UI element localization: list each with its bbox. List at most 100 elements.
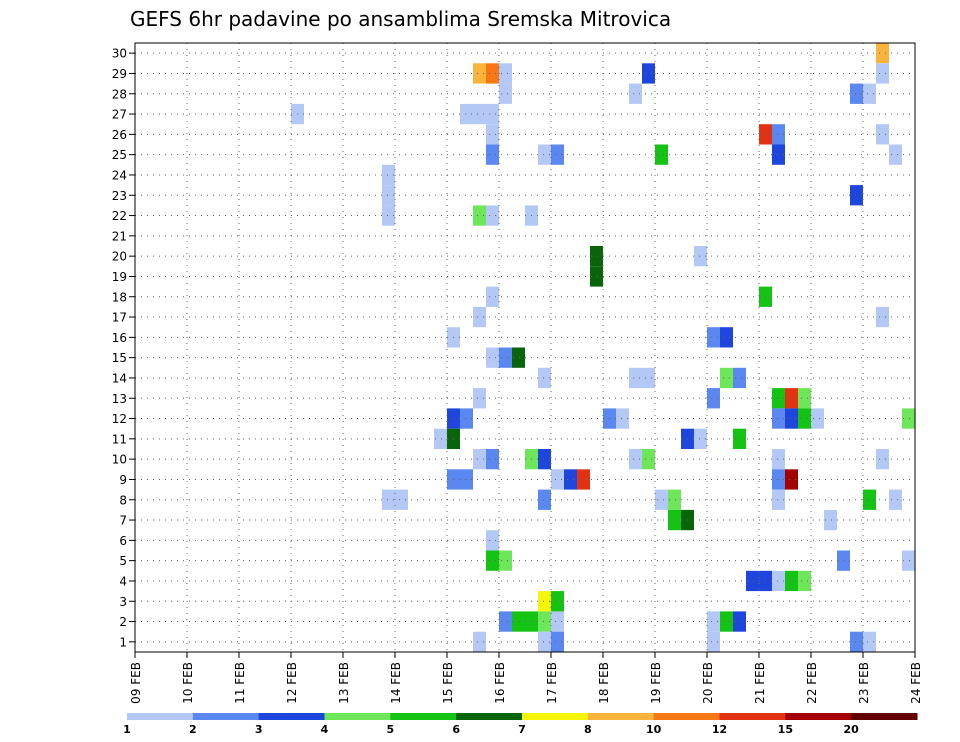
y-tick-label: 1 <box>119 635 127 649</box>
heatmap-cell <box>876 449 889 470</box>
plot-frame <box>134 42 916 653</box>
x-tick-label: 19 FEB <box>649 662 663 704</box>
y-tick-label: 16 <box>112 331 127 345</box>
heatmap-cell <box>863 83 876 104</box>
x-tick-label: 16 FEB <box>493 662 507 704</box>
legend-swatch <box>390 713 457 720</box>
legend-swatch <box>258 713 325 720</box>
heatmap-cell <box>538 449 551 470</box>
heatmap-cell <box>486 124 499 145</box>
x-tick-label: 14 FEB <box>389 662 403 704</box>
x-tick-label: 18 FEB <box>597 662 611 704</box>
heatmap-cell <box>733 367 746 389</box>
heatmap-cell <box>538 631 551 652</box>
heatmap-cell <box>772 449 785 470</box>
legend-label: 15 <box>778 723 793 736</box>
y-axis-ticks: 1234567891011121314151617181920212223242… <box>112 47 135 649</box>
heatmap-cell <box>538 367 551 389</box>
heatmap-cell <box>499 347 512 368</box>
y-tick-label: 11 <box>112 432 127 446</box>
heatmap-cell <box>486 144 499 165</box>
x-tick-label: 09 FEB <box>129 662 143 704</box>
heatmap-cell <box>785 388 798 409</box>
heatmap-cell <box>850 185 863 206</box>
heatmap-cell <box>512 611 525 632</box>
x-tick-label: 22 FEB <box>805 662 819 704</box>
heatmap-cell <box>772 489 785 510</box>
y-tick-label: 2 <box>119 615 127 629</box>
y-tick-label: 3 <box>119 595 127 609</box>
x-tick-label: 24 FEB <box>909 662 923 704</box>
y-tick-label: 8 <box>119 493 127 507</box>
heatmap-cell <box>590 246 603 267</box>
heatmap-cell <box>876 306 889 328</box>
heatmap-cell <box>668 509 681 531</box>
heatmap-cell <box>642 367 655 389</box>
legend-label: 10 <box>646 723 662 736</box>
y-tick-label: 17 <box>112 311 127 325</box>
legend-swatch <box>522 713 589 720</box>
heatmap-cell <box>707 631 720 652</box>
heatmap-cell <box>382 205 395 226</box>
heatmap-cell <box>486 286 499 307</box>
legend-swatch <box>719 713 786 720</box>
heatmap-cell <box>811 408 824 429</box>
heatmap-cell <box>772 144 785 165</box>
heatmap-cell <box>889 489 902 510</box>
heatmap-cell <box>694 428 707 449</box>
legend-label: 2 <box>189 723 197 736</box>
heatmap-cell <box>876 63 889 84</box>
heatmap-cell <box>798 408 811 429</box>
heatmap-cell <box>902 408 915 429</box>
y-tick-label: 13 <box>112 392 127 406</box>
legend-label: 4 <box>321 723 329 736</box>
x-tick-label: 20 FEB <box>701 662 715 704</box>
heatmap-cell <box>473 631 486 652</box>
x-tick-label: 11 FEB <box>233 662 247 704</box>
legend-label: 20 <box>844 723 860 736</box>
legend-swatch <box>785 713 852 720</box>
heatmap-cell <box>499 611 512 632</box>
heatmap-cell <box>382 164 395 186</box>
heatmap-cell <box>850 631 863 652</box>
heatmap-cell <box>707 388 720 409</box>
heatmap-cell <box>772 570 785 592</box>
legend-label: 3 <box>255 723 263 736</box>
heatmap-cell <box>733 611 746 632</box>
heatmap-cell <box>486 530 499 551</box>
y-tick-label: 6 <box>119 534 127 548</box>
heatmap-cell <box>629 367 642 389</box>
legend-swatch <box>127 713 194 720</box>
legend-swatch <box>587 713 655 720</box>
heatmap-cell <box>382 185 395 206</box>
heatmap-cell <box>785 570 798 592</box>
heatmap-cell <box>486 550 499 571</box>
legend-label: 12 <box>712 723 727 736</box>
heatmap-cell <box>694 246 707 267</box>
heatmap-cell <box>889 144 902 165</box>
heatmap-cell <box>577 469 590 490</box>
heatmap-cell <box>538 591 551 612</box>
heatmap-cell <box>460 469 473 490</box>
heatmap-cell <box>486 103 499 125</box>
heatmap-cell <box>824 509 837 531</box>
chart-title: GEFS 6hr padavine po ansamblima Sremska … <box>130 7 671 31</box>
heatmap-cell <box>642 63 655 84</box>
heatmap-cell <box>876 43 889 64</box>
heatmap-cell <box>629 83 642 104</box>
legend-label: 6 <box>452 723 460 736</box>
heatmap-cell <box>395 489 408 510</box>
heatmap-cell <box>785 408 798 429</box>
y-tick-label: 4 <box>119 574 127 588</box>
heatmap-cell <box>902 550 915 571</box>
heatmap-cell <box>434 428 447 449</box>
y-tick-label: 22 <box>112 209 127 223</box>
y-tick-label: 27 <box>112 108 127 122</box>
heatmap-cell <box>863 489 876 510</box>
heatmap-cell <box>707 611 720 632</box>
legend-label: 8 <box>584 723 592 736</box>
heatmap-cell <box>460 408 473 429</box>
legend-swatch <box>324 713 391 720</box>
heatmap-cell <box>590 266 603 287</box>
